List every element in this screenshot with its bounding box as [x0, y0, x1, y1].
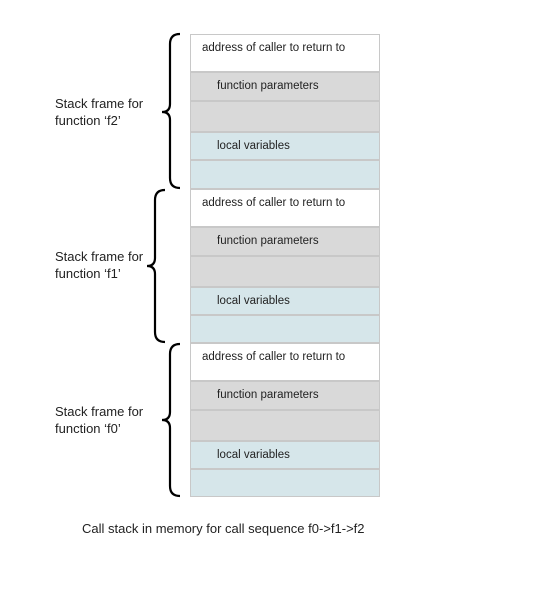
f1-parameter-text: function parameters — [217, 235, 319, 247]
f1-local-cell: local variables — [190, 287, 380, 315]
brace-f1 — [146, 188, 166, 344]
f2-local-text: local variables — [217, 140, 290, 152]
f1-return-address-cell: address of caller to return to — [190, 189, 380, 227]
f1-local-text: local variables — [217, 295, 290, 307]
f0-parameter-cell-empty — [190, 410, 380, 441]
f0-return-address-text: address of caller to return to — [202, 351, 346, 363]
f0-local-cell-empty — [190, 469, 380, 497]
frame-label-f0-line1: Stack frame for — [55, 404, 144, 419]
brace-f2 — [161, 32, 181, 190]
f0-parameter-text: function parameters — [217, 389, 319, 401]
f2-return-address-cell: address of caller to return to — [190, 34, 380, 72]
frame-label-f1-line1: Stack frame for — [55, 249, 144, 264]
f0-local-text: local variables — [217, 449, 290, 461]
f2-local-cell: local variables — [190, 132, 380, 160]
f0-parameter-cell: function parameters — [190, 381, 380, 410]
f0-return-address-cell: address of caller to return to — [190, 343, 380, 381]
f2-local-cell-empty — [190, 160, 380, 189]
f1-parameter-cell-empty — [190, 256, 380, 287]
frame-label-f1-line2: function ‘f1’ — [55, 266, 121, 281]
f1-local-cell-empty — [190, 315, 380, 343]
frame-label-f2-line1: Stack frame for — [55, 96, 144, 111]
frame-label-f0: Stack frame for function ‘f0’ — [55, 403, 165, 437]
f2-parameter-text: function parameters — [217, 80, 319, 92]
diagram-caption: Call stack in memory for call sequence f… — [82, 521, 365, 536]
frame-label-f2: Stack frame for function ‘f2’ — [55, 95, 165, 129]
f2-return-address-text: address of caller to return to — [202, 42, 346, 54]
frame-label-f1: Stack frame for function ‘f1’ — [55, 248, 165, 282]
f1-parameter-cell: function parameters — [190, 227, 380, 256]
f2-parameter-cell-empty — [190, 101, 380, 132]
frame-label-f0-line2: function ‘f0’ — [55, 421, 121, 436]
frame-label-f2-line2: function ‘f2’ — [55, 113, 121, 128]
brace-f0 — [161, 342, 181, 498]
f2-parameter-cell: function parameters — [190, 72, 380, 101]
f0-local-cell: local variables — [190, 441, 380, 469]
f1-return-address-text: address of caller to return to — [202, 197, 346, 209]
